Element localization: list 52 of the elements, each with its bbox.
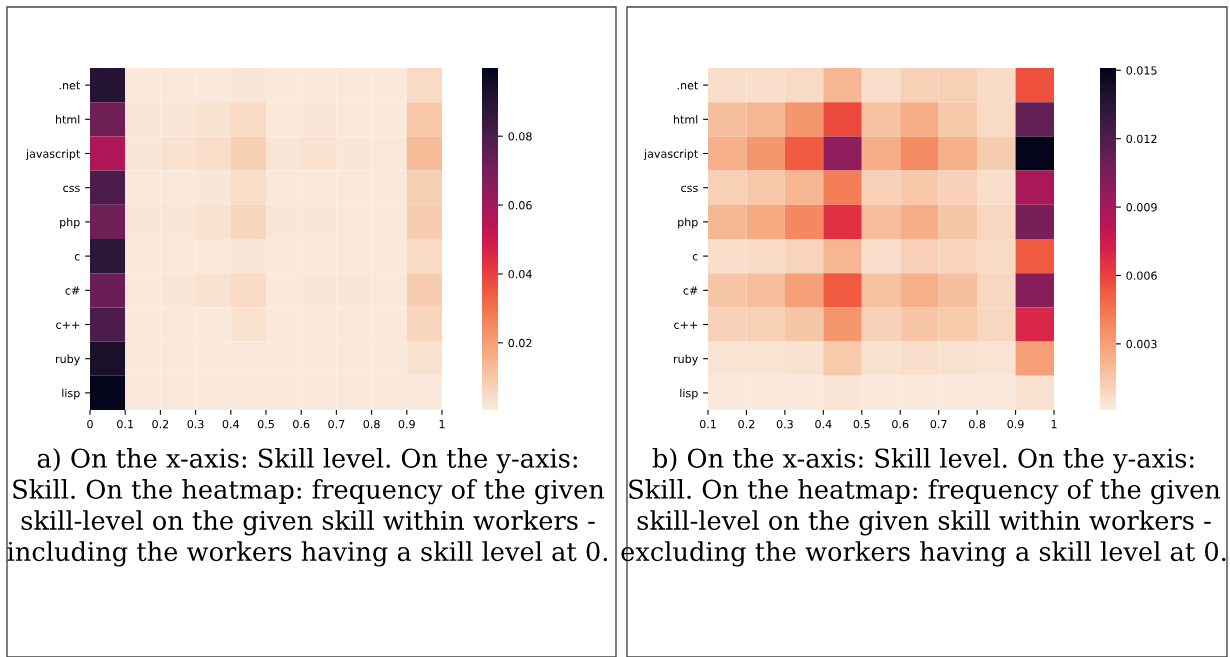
y-tick-label: c <box>692 254 698 261</box>
color-bar-label: 0.02 <box>508 338 532 348</box>
x-tick-label: 1 <box>439 420 445 429</box>
x-tick-label: 0.6 <box>293 419 310 429</box>
x-tick-label: 0.3 <box>776 419 793 429</box>
y-tick-label: c <box>74 254 80 261</box>
y-tick-label: css <box>681 185 698 193</box>
color-bar-label: 0.003 <box>1126 339 1157 349</box>
y-tick-label: c# <box>65 286 80 295</box>
x-tick-label: 1 <box>1051 420 1057 429</box>
x-tick-label: 0.1 <box>117 419 134 429</box>
y-tick-label: .net <box>59 81 81 90</box>
y-tick-label: lisp <box>62 388 80 400</box>
y-tick-label: php <box>60 217 80 229</box>
color-bar-label: 0.08 <box>508 132 532 141</box>
x-tick-label: 0.2 <box>152 419 169 429</box>
color-bar-label: 0.006 <box>1126 271 1157 280</box>
y-tick-label: ruby <box>56 354 80 366</box>
color-bar-label: 0.012 <box>1126 134 1157 144</box>
y-tick-label: c++ <box>56 321 80 329</box>
x-tick-label: 0.6 <box>892 419 909 429</box>
y-tick-label: javascript <box>25 149 81 161</box>
x-tick-label: 0.2 <box>738 419 755 429</box>
color-bar-label: 0.04 <box>508 269 532 279</box>
x-tick-label: 0.8 <box>969 419 986 429</box>
y-tick-label: lisp <box>680 388 698 400</box>
y-tick-label: c# <box>683 286 698 295</box>
color-bar-label: 0.015 <box>1126 66 1157 75</box>
x-tick-label: 0.3 <box>187 419 204 429</box>
y-tick-label: html <box>55 115 80 124</box>
x-tick-label: 0.8 <box>363 419 380 429</box>
x-tick-label: 0.9 <box>1007 419 1024 429</box>
text: a) On the x-axis: Skill level. On the y-axis: Skill. On the heatmap: frequency of the given skill-level on the given skill within workers - including the workers having a skill level at 0. <box>7 448 608 567</box>
x-tick-label: 0.7 <box>328 419 345 429</box>
color-bar-label: 0.06 <box>508 201 532 210</box>
x-tick-label: 0 <box>87 419 93 429</box>
text: b) On the x-axis: Skill level. On the y-axis: Skill. On the heatmap: frequency of the given skill-level on the given skill within workers - excluding the workers having a skill level at 0. <box>621 448 1226 567</box>
x-tick-label: 0.4 <box>222 419 240 429</box>
color-bar-label: 0.009 <box>1126 203 1157 212</box>
y-tick-label: html <box>673 115 698 124</box>
y-tick-label: c++ <box>674 321 698 329</box>
y-tick-label: .net <box>677 81 699 90</box>
x-tick-label: 0.5 <box>257 419 274 429</box>
y-tick-label: php <box>678 217 698 229</box>
x-tick-label: 0.4 <box>815 419 832 429</box>
x-tick-label: 0.1 <box>699 419 716 429</box>
x-tick-label: 0.9 <box>398 419 415 429</box>
y-tick-label: css <box>63 185 80 193</box>
y-tick-label: ruby <box>674 354 698 366</box>
y-tick-label: javascript <box>643 149 699 161</box>
x-tick-label: 0.7 <box>930 419 947 429</box>
x-tick-label: 0.5 <box>853 419 870 429</box>
